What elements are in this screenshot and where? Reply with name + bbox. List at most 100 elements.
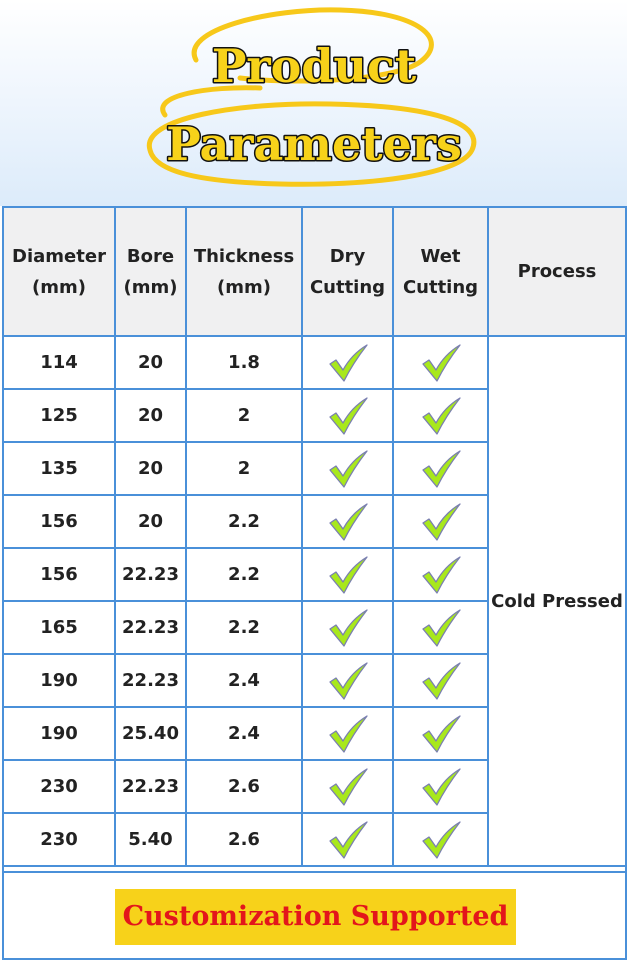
header-wet-cutting-line1: Wet [420,245,461,267]
cell-diameter: 156 [4,494,116,549]
cell-diameter: 135 [4,441,116,496]
header-bore-line1: Bore [126,245,175,267]
cell-dry-cutting [301,547,394,602]
cell-diameter: 114 [4,335,116,390]
cell-diameter: 230 [4,812,116,867]
header-wet-cutting-line2: Cutting [402,276,479,298]
cell-wet-cutting [392,388,489,443]
cell-wet-cutting [392,494,489,549]
header-thickness-line2: (mm) [217,276,271,298]
header-diameter: Diameter (mm) [4,208,116,337]
cell-wet-cutting [392,759,489,814]
cell-thickness: 2.6 [185,812,303,867]
checkmark-icon [421,820,461,859]
cell-thickness: 2 [185,388,303,443]
cell-diameter: 190 [4,706,116,761]
header-dry-cutting-line1: Dry [329,245,366,267]
table-row: 135 20 2 [4,441,625,496]
checkmark-icon [328,661,368,700]
cell-dry-cutting [301,812,394,867]
cell-wet-cutting [392,547,489,602]
header-wet-cutting: Wet Cutting [392,208,489,337]
checkmark-icon [421,449,461,488]
cell-wet-cutting [392,600,489,655]
cell-wet-cutting [392,335,489,390]
checkmark-icon [328,449,368,488]
cell-thickness: 2.2 [185,547,303,602]
customization-badge: Customization Supported [114,888,517,945]
header-bore: Bore (mm) [114,208,187,337]
header-bore-line2: (mm) [123,276,178,298]
checkmark-icon [421,502,461,541]
table-row: 190 22.23 2.4 [4,653,625,708]
table-body: 114 20 1.8 Cold Pressed 125 20 2 135 20 2 156 20 2.2… [4,335,625,867]
cell-bore: 25.40 [114,706,187,761]
cell-thickness: 2.6 [185,759,303,814]
cell-diameter: 230 [4,759,116,814]
cell-thickness: 2.2 [185,600,303,655]
cell-dry-cutting [301,441,394,496]
header-thickness: Thickness (mm) [185,208,303,337]
cell-thickness: 2.2 [185,494,303,549]
cell-bore: 20 [114,441,187,496]
cell-dry-cutting [301,653,394,708]
footer: Customization Supported [4,871,625,960]
cell-wet-cutting [392,653,489,708]
header-process-line1: Process [517,261,597,282]
cell-dry-cutting [301,335,394,390]
cell-dry-cutting [301,600,394,655]
cell-wet-cutting [392,812,489,867]
header-diameter-line1: Diameter [12,245,106,267]
cell-dry-cutting [301,706,394,761]
cell-bore: 22.23 [114,653,187,708]
cell-diameter: 156 [4,547,116,602]
table-row: 114 20 1.8 Cold Pressed [4,335,625,867]
title-banner: Product Parameters [0,0,627,206]
parameters-table-container: Diameter (mm) Bore (mm) Thickness (mm) Dry Cutt… [2,206,627,960]
cell-wet-cutting [392,441,489,496]
cell-bore: 22.23 [114,600,187,655]
table-row: 125 20 2 [4,388,625,443]
cell-bore: 20 [114,335,187,390]
cell-dry-cutting [301,494,394,549]
cell-thickness: 2.4 [185,653,303,708]
cell-dry-cutting [301,759,394,814]
checkmark-icon [328,502,368,541]
title-line-1: Product [212,39,417,93]
cell-wet-cutting [392,706,489,761]
checkmark-icon [328,396,368,435]
table-header-row: Diameter (mm) Bore (mm) Thickness (mm) Dry Cutt… [4,208,625,337]
checkmark-icon [421,714,461,753]
cell-process: Cold Pressed [487,335,625,867]
cell-thickness: 2 [185,441,303,496]
header-thickness-line1: Thickness [193,245,295,267]
cell-bore: 22.23 [114,547,187,602]
cell-diameter: 165 [4,600,116,655]
table-row: 156 22.23 2.2 [4,547,625,602]
checkmark-icon [328,714,368,753]
header-diameter-line2: (mm) [32,276,86,298]
checkmark-icon [328,343,368,382]
cell-thickness: 1.8 [185,335,303,390]
cell-thickness: 2.4 [185,706,303,761]
title-graphic: Product Parameters [146,7,477,187]
checkmark-icon [328,608,368,647]
table-row: 190 25.40 2.4 [4,706,625,761]
table-row: 156 20 2.2 [4,494,625,549]
cell-dry-cutting [301,388,394,443]
cell-diameter: 125 [4,388,116,443]
cell-bore: 22.23 [114,759,187,814]
table-row: 230 5.40 2.6 [4,812,625,867]
checkmark-icon [421,396,461,435]
header-dry-cutting: Dry Cutting [301,208,394,337]
header-process: Process [487,208,625,337]
checkmark-icon [328,767,368,806]
cell-diameter: 190 [4,653,116,708]
checkmark-icon [421,767,461,806]
swirl-decoration [146,7,477,187]
checkmark-icon [421,343,461,382]
table-row: 230 22.23 2.6 [4,759,625,814]
table-row: 165 22.23 2.2 [4,600,625,655]
title-line-2: Parameters [166,117,462,171]
checkmark-icon [421,608,461,647]
